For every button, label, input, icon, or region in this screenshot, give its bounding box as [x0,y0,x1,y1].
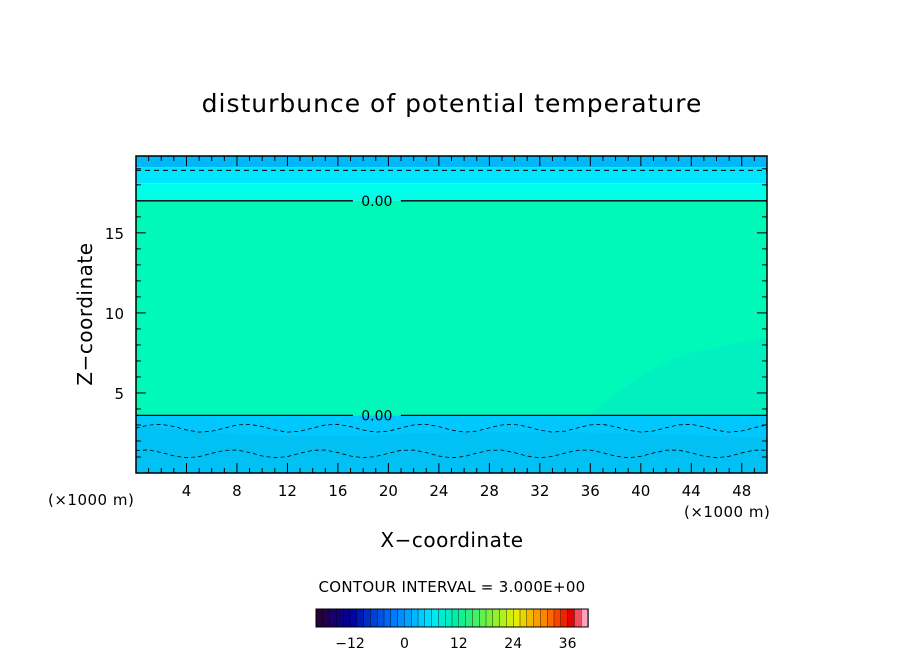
colorbar-cell [458,608,467,628]
contour-interval-label: CONTOUR INTERVAL = 3.000E+00 [318,578,585,596]
x-tick-label: 16 [328,482,347,500]
colorbar-cell [315,608,324,628]
chart-title: disturbunce of potential temperature [202,89,703,118]
heatmap-field [136,156,767,473]
colorbar-cell [553,608,562,628]
lower-dashed-contour-1 [135,449,768,459]
y-tick-label: 10 [105,305,124,323]
colorbar-cell [383,608,392,628]
x-tick-label: 28 [480,482,499,500]
colorbar-cell [513,608,521,628]
lower-dashed-contour-0 [135,423,768,433]
y-tick-label: 15 [105,225,124,243]
x-axis-label: X−coordinate [380,528,523,552]
zero-contour-label-1: 0.00 [361,408,392,424]
colorbar-cell [560,608,569,628]
colorbar-cell [363,608,372,628]
colorbar-cell [356,608,365,628]
colorbar-cell [377,608,385,628]
x-tick-label: 48 [732,482,751,500]
colorbar-cell [349,608,358,628]
colorbar-cell [581,608,589,628]
colorbar-cell [445,608,453,628]
colorbar-cell [519,608,528,628]
x-tick-label: 44 [682,482,701,500]
colorbar-cell [492,608,501,628]
colorbar-cell [404,608,412,628]
field-region-0 [136,156,767,168]
colorbar-cell [465,608,474,628]
colorbar-cell [540,608,548,628]
field-variation [590,336,767,416]
x-tick-label: 36 [581,482,600,500]
colorbar-cell [336,608,344,628]
colorbar-cell [451,608,460,628]
colorbar-cell [417,608,426,628]
colorbar-tick-label: −12 [335,636,365,652]
colorbar-cell [411,608,419,628]
x-unit-left: (×1000 m) [48,491,134,509]
x-tick-label: 24 [429,482,448,500]
x-tick-label: 40 [631,482,650,500]
colorbar-cell [533,608,542,628]
colorbar-cell [499,608,508,628]
y-tick-label: 5 [114,385,124,403]
colorbar-cell [438,608,446,628]
colorbar-cell [567,608,576,628]
x-tick-label: 12 [278,482,297,500]
colorbar-cell [472,608,480,628]
x-tick-label: 8 [232,482,242,500]
colorbar-cell [370,608,378,628]
colorbar-cell [485,608,494,628]
contour-lines: 0.00 0.00 [135,169,768,459]
colorbar-cell [424,608,433,628]
x-unit-right: (×1000 m) [684,503,770,521]
x-tick-label: 32 [530,482,549,500]
field-region-1 [136,167,767,184]
colorbar-tick-label: 24 [504,636,522,652]
colorbar-cell [390,608,399,628]
x-tick-label: 4 [182,482,192,500]
colorbar-cell [574,608,582,628]
y-axis-label: Z−coordinate [73,242,97,385]
colorbar-cell [343,608,351,628]
x-tick-label: 20 [379,482,398,500]
colorbar-tick-label: 12 [450,636,468,652]
field-lower-variation [136,424,767,473]
field-region-2 [136,183,767,201]
colorbar-cell [431,608,440,628]
colorbar: −12 0 12 24 36 [315,608,589,652]
colorbar-cell [526,608,535,628]
colorbar-tick-label: 0 [400,636,409,652]
colorbar-cell [322,608,331,628]
colorbar-cell [397,608,406,628]
colorbar-tick-label: 36 [559,636,577,652]
colorbar-frame [315,608,589,628]
colorbar-cell [329,608,338,628]
colorbar-cell [506,608,514,628]
colorbar-cell [547,608,555,628]
colorbar-cell [479,608,487,628]
zero-contour-label-0: 0.00 [361,194,392,210]
